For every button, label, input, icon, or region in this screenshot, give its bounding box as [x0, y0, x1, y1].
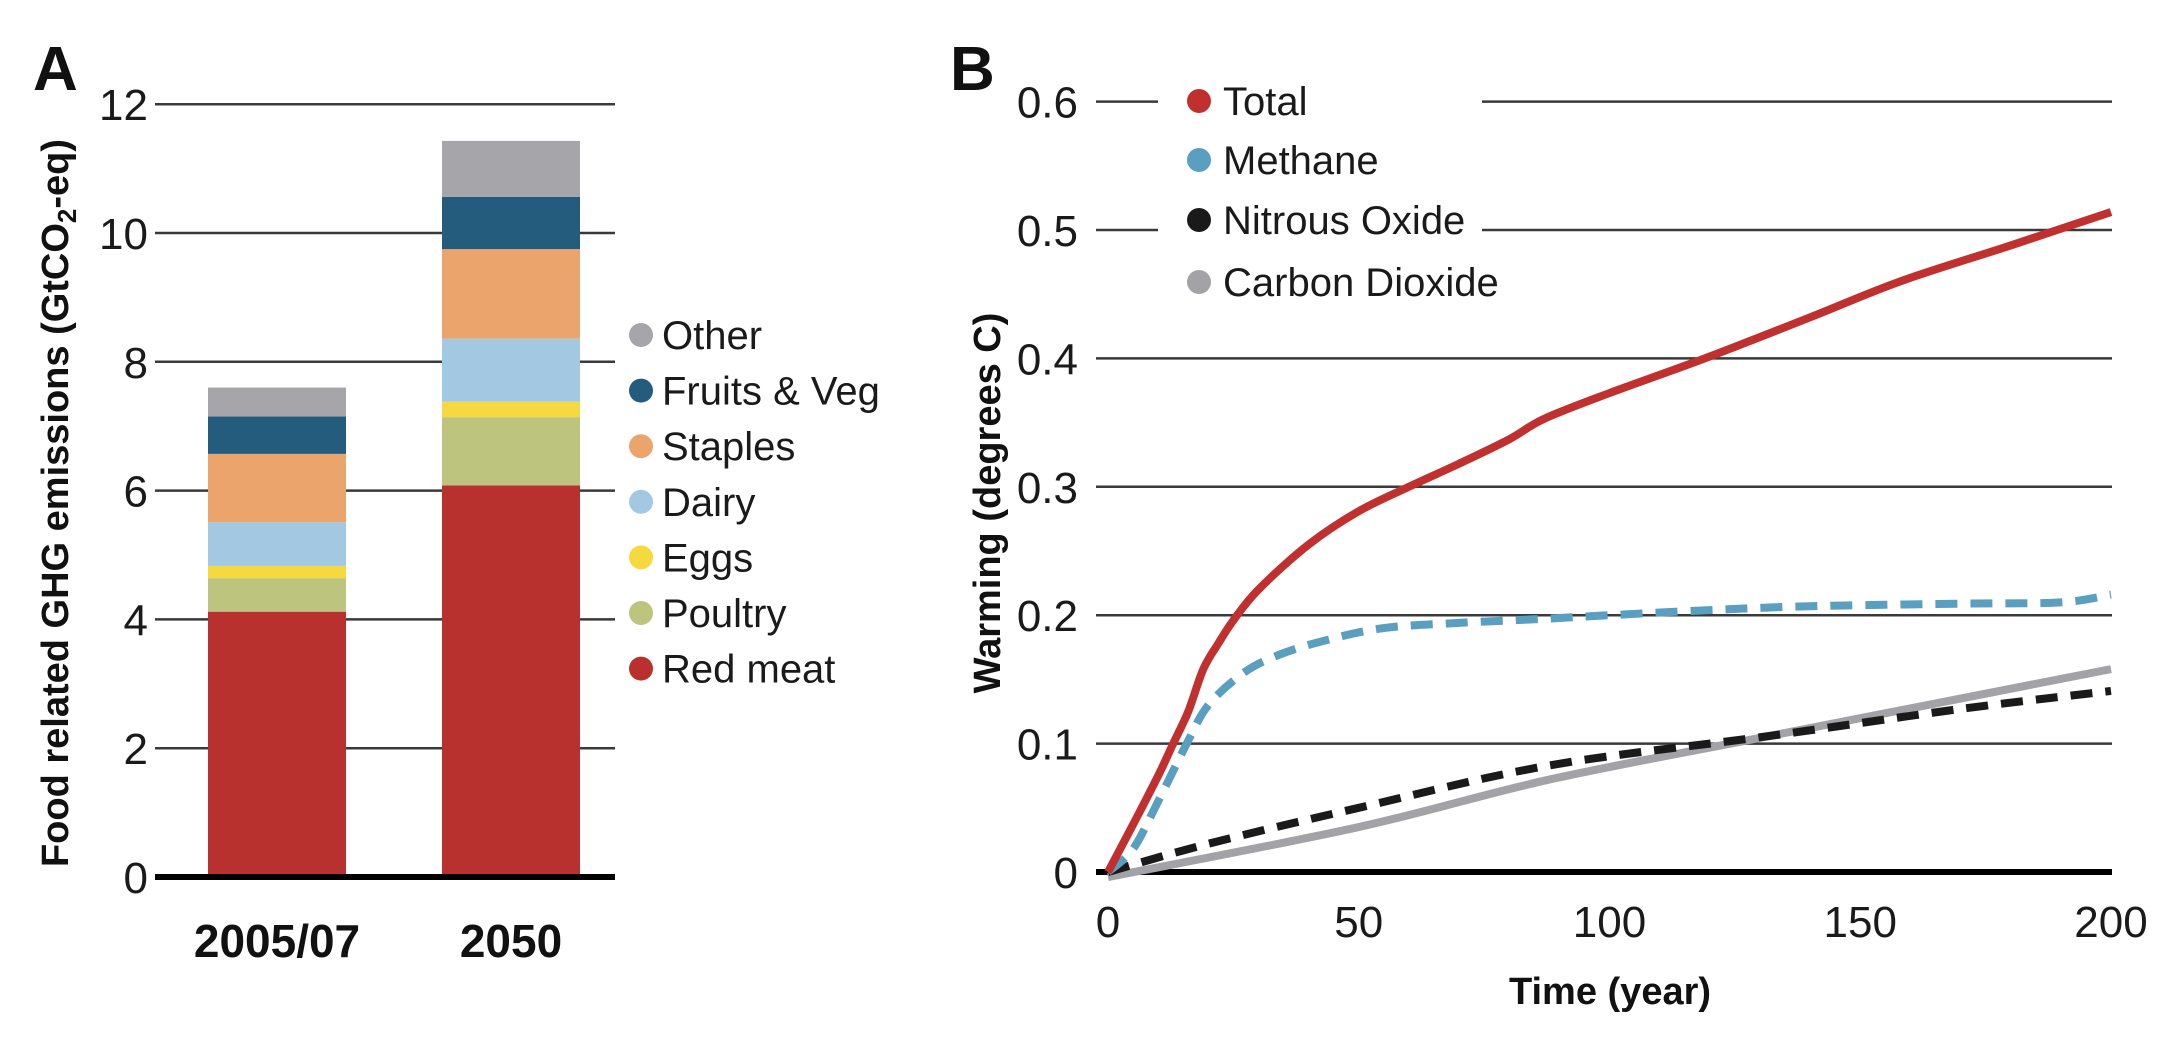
y-tick-label: 0.4	[1017, 335, 1078, 384]
panel-a-x-ticks: 2005/07 2050	[194, 915, 562, 967]
legend-label: Poultry	[662, 592, 787, 636]
legend-dot	[629, 434, 653, 459]
legend-item: Red meat	[629, 648, 835, 692]
y-tick-label: 0.6	[1017, 79, 1078, 128]
panel-b-gridlines	[1096, 100, 2112, 745]
bar-segment-other	[208, 387, 346, 417]
panel-a-bars	[208, 140, 580, 877]
y-tick-label: 2	[124, 725, 148, 774]
bar-segment-staples	[442, 249, 580, 339]
bar-segment-dairy	[208, 522, 346, 566]
panel-a-y-axis-title: Food related GHG emissions (GtCO2-eq)	[35, 139, 82, 867]
legend-item: Total	[1187, 80, 1308, 124]
x-tick-label: 100	[1573, 898, 1646, 947]
legend-label: Total	[1223, 80, 1308, 124]
legend-dot	[629, 601, 653, 625]
y-tick-label: 0.2	[1017, 592, 1078, 641]
series-line-nitrous-oxide	[1106, 686, 2112, 876]
panel-b-x-ticks: 0 50 100 150 200	[1096, 898, 2148, 947]
panel-b-x-axis-title: Time (year)	[1509, 971, 1711, 1013]
y-tick-label: 0	[124, 854, 148, 903]
legend-dot	[629, 545, 653, 570]
panel-a-legend: Other Fruits & Veg Staples Dairy Eggs Poultry…	[629, 314, 880, 692]
legend-item: Other	[629, 314, 762, 358]
legend-item: Carbon Dioxide	[1187, 261, 1499, 305]
panel-a-letter: A	[33, 35, 78, 104]
bar-segment-red-meat	[208, 611, 346, 877]
x-tick-label: 50	[1334, 898, 1383, 947]
y-tick-label: 6	[124, 468, 148, 517]
panel-b-legend: Total Methane Nitrous Oxide Carbon Dioxide	[1187, 80, 1499, 305]
panel-a-y-ticks: 0 2 4 6 8 10 12	[99, 81, 148, 903]
legend-item: Poultry	[629, 592, 787, 636]
legend-item: Methane	[1187, 139, 1379, 183]
legend-label: Other	[662, 314, 762, 358]
legend-label: Eggs	[662, 536, 753, 580]
legend-item: Fruits & Veg	[629, 370, 880, 414]
bar-segment-fruits-veg	[442, 196, 580, 250]
y-tick-label: 10	[99, 210, 148, 259]
y-tick-label: 4	[124, 596, 148, 645]
stacked-bar-2050	[442, 140, 580, 877]
series-line-methane	[1105, 590, 2112, 876]
legend-label: Staples	[662, 425, 795, 469]
panel-b: B 0 0.1 0.2 0.3 0.4 0.5 0.6 0 50 100 150 200 Warmi…	[950, 35, 2148, 1013]
y-tick-label: 0.1	[1017, 721, 1078, 770]
series-line-total	[1104, 208, 2113, 874]
bar-segment-staples	[208, 453, 346, 523]
legend-item: Nitrous Oxide	[1187, 199, 1465, 243]
bar-segment-eggs	[442, 401, 580, 418]
legend-item: Dairy	[629, 481, 755, 525]
legend-label: Dairy	[662, 481, 755, 525]
bar-segment-eggs	[208, 565, 346, 579]
legend-dot	[629, 489, 653, 514]
legend-label: Methane	[1223, 139, 1379, 183]
y-tick-label: 8	[124, 339, 148, 388]
x-tick-label: 200	[2074, 898, 2147, 947]
panel-b-lines	[1104, 208, 2113, 882]
legend-dot	[1187, 89, 1211, 113]
stacked-bar-200507	[208, 387, 346, 877]
bar-segment-dairy	[442, 338, 580, 402]
x-category-label: 2005/07	[194, 915, 360, 967]
legend-item: Eggs	[629, 536, 753, 580]
panel-a: A 0 2 4 6 8 10 12 2005/07 2050 Food related GHG…	[33, 35, 880, 967]
legend-dot	[629, 378, 653, 403]
y-tick-label: 12	[99, 81, 148, 130]
legend-label: Nitrous Oxide	[1223, 199, 1465, 243]
legend-label: Red meat	[662, 648, 835, 692]
x-tick-label: 150	[1824, 898, 1897, 947]
legend-label: Carbon Dioxide	[1223, 261, 1499, 305]
legend-item: Staples	[629, 425, 795, 469]
legend-dot	[1187, 148, 1211, 172]
panel-b-letter: B	[950, 35, 995, 104]
series-line-carbon-dioxide	[1107, 665, 2112, 882]
legend-dot	[1187, 208, 1211, 232]
x-tick-label: 0	[1096, 898, 1120, 947]
bar-segment-red-meat	[442, 485, 580, 877]
y-tick-label: 0.3	[1017, 464, 1078, 513]
bar-segment-poultry	[208, 578, 346, 612]
bar-segment-other	[442, 140, 580, 197]
panel-b-y-ticks: 0 0.1 0.2 0.3 0.4 0.5 0.6	[1017, 79, 1078, 898]
panel-b-y-axis-title: Warming (degrees C)	[967, 313, 1009, 694]
x-category-label: 2050	[460, 915, 562, 967]
legend-label: Fruits & Veg	[662, 370, 880, 414]
legend-dot	[629, 656, 653, 681]
legend-dot	[629, 323, 653, 347]
y-tick-label: 0	[1054, 849, 1078, 898]
bar-segment-poultry	[442, 417, 580, 486]
legend-dot	[1187, 270, 1211, 294]
y-tick-label: 0.5	[1017, 207, 1078, 256]
bar-segment-fruits-veg	[208, 416, 346, 454]
